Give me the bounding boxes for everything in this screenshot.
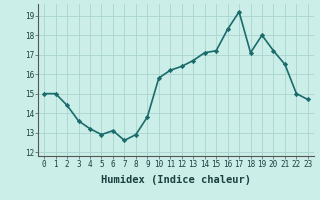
X-axis label: Humidex (Indice chaleur): Humidex (Indice chaleur) [101, 175, 251, 185]
